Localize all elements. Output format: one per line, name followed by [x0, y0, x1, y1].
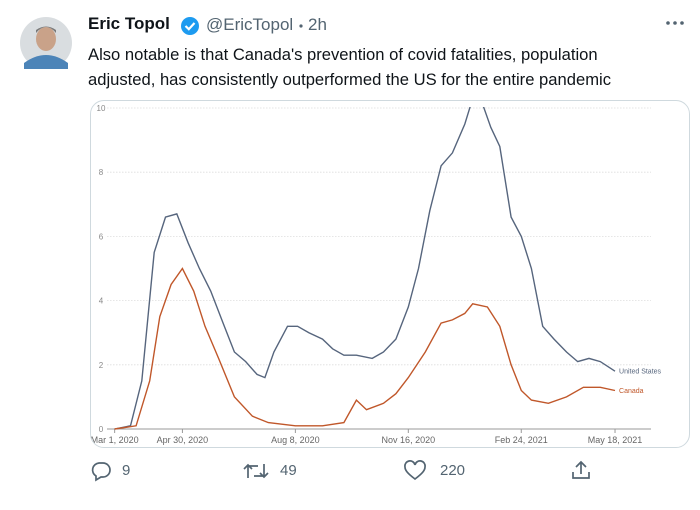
x-tick-label: May 18, 2021: [588, 435, 643, 445]
x-tick-label: Feb 24, 2021: [495, 435, 548, 445]
time[interactable]: 2h: [308, 15, 327, 34]
y-tick-label: 2: [99, 361, 104, 370]
handle[interactable]: @EricTopol: [206, 15, 294, 34]
y-tick-label: 6: [99, 232, 104, 241]
x-tick-label: Mar 1, 2020: [91, 435, 139, 445]
author[interactable]: Eric Topol: [88, 14, 170, 33]
series-line: [114, 267, 616, 430]
y-tick-label: 0: [99, 425, 104, 434]
like-count: 220: [440, 462, 466, 479]
y-tick-label: 4: [99, 297, 104, 306]
x-tick-label: Aug 8, 2020: [271, 435, 320, 445]
avatar[interactable]: [20, 17, 72, 69]
retweet-icon[interactable]: [243, 460, 269, 482]
series-label: Canada: [619, 388, 644, 395]
retweet-count: 49: [280, 462, 297, 479]
more-button[interactable]: [664, 18, 686, 28]
series-line: [114, 107, 616, 430]
verified-badge: [181, 17, 199, 35]
y-tick-label: 8: [99, 168, 104, 177]
plot-lines: [114, 107, 616, 430]
chart-card[interactable]: 0 2 4 6 8 10 Mar 1, 2020 Apr 30, 2020 Aug 8, 202…: [90, 100, 690, 448]
reply-count: 9: [122, 462, 131, 479]
chart: 0 2 4 6 8 10 Mar 1, 2020 Apr 30, 2020 Aug 8, 202…: [91, 104, 662, 445]
series-label: United States: [619, 369, 662, 376]
tweet-text: adjusted, has consistently outperformed …: [88, 70, 611, 89]
tweet-text: Also notable is that Canada's prevention…: [88, 45, 598, 64]
y-tick-label: 10: [97, 104, 106, 113]
x-tick-label: Apr 30, 2020: [157, 435, 209, 445]
like-icon[interactable]: [403, 460, 427, 482]
x-tick-label: Nov 16, 2020: [382, 435, 436, 445]
share-icon[interactable]: [570, 459, 592, 481]
separator-dot: [299, 24, 303, 28]
reply-icon[interactable]: [90, 460, 112, 482]
